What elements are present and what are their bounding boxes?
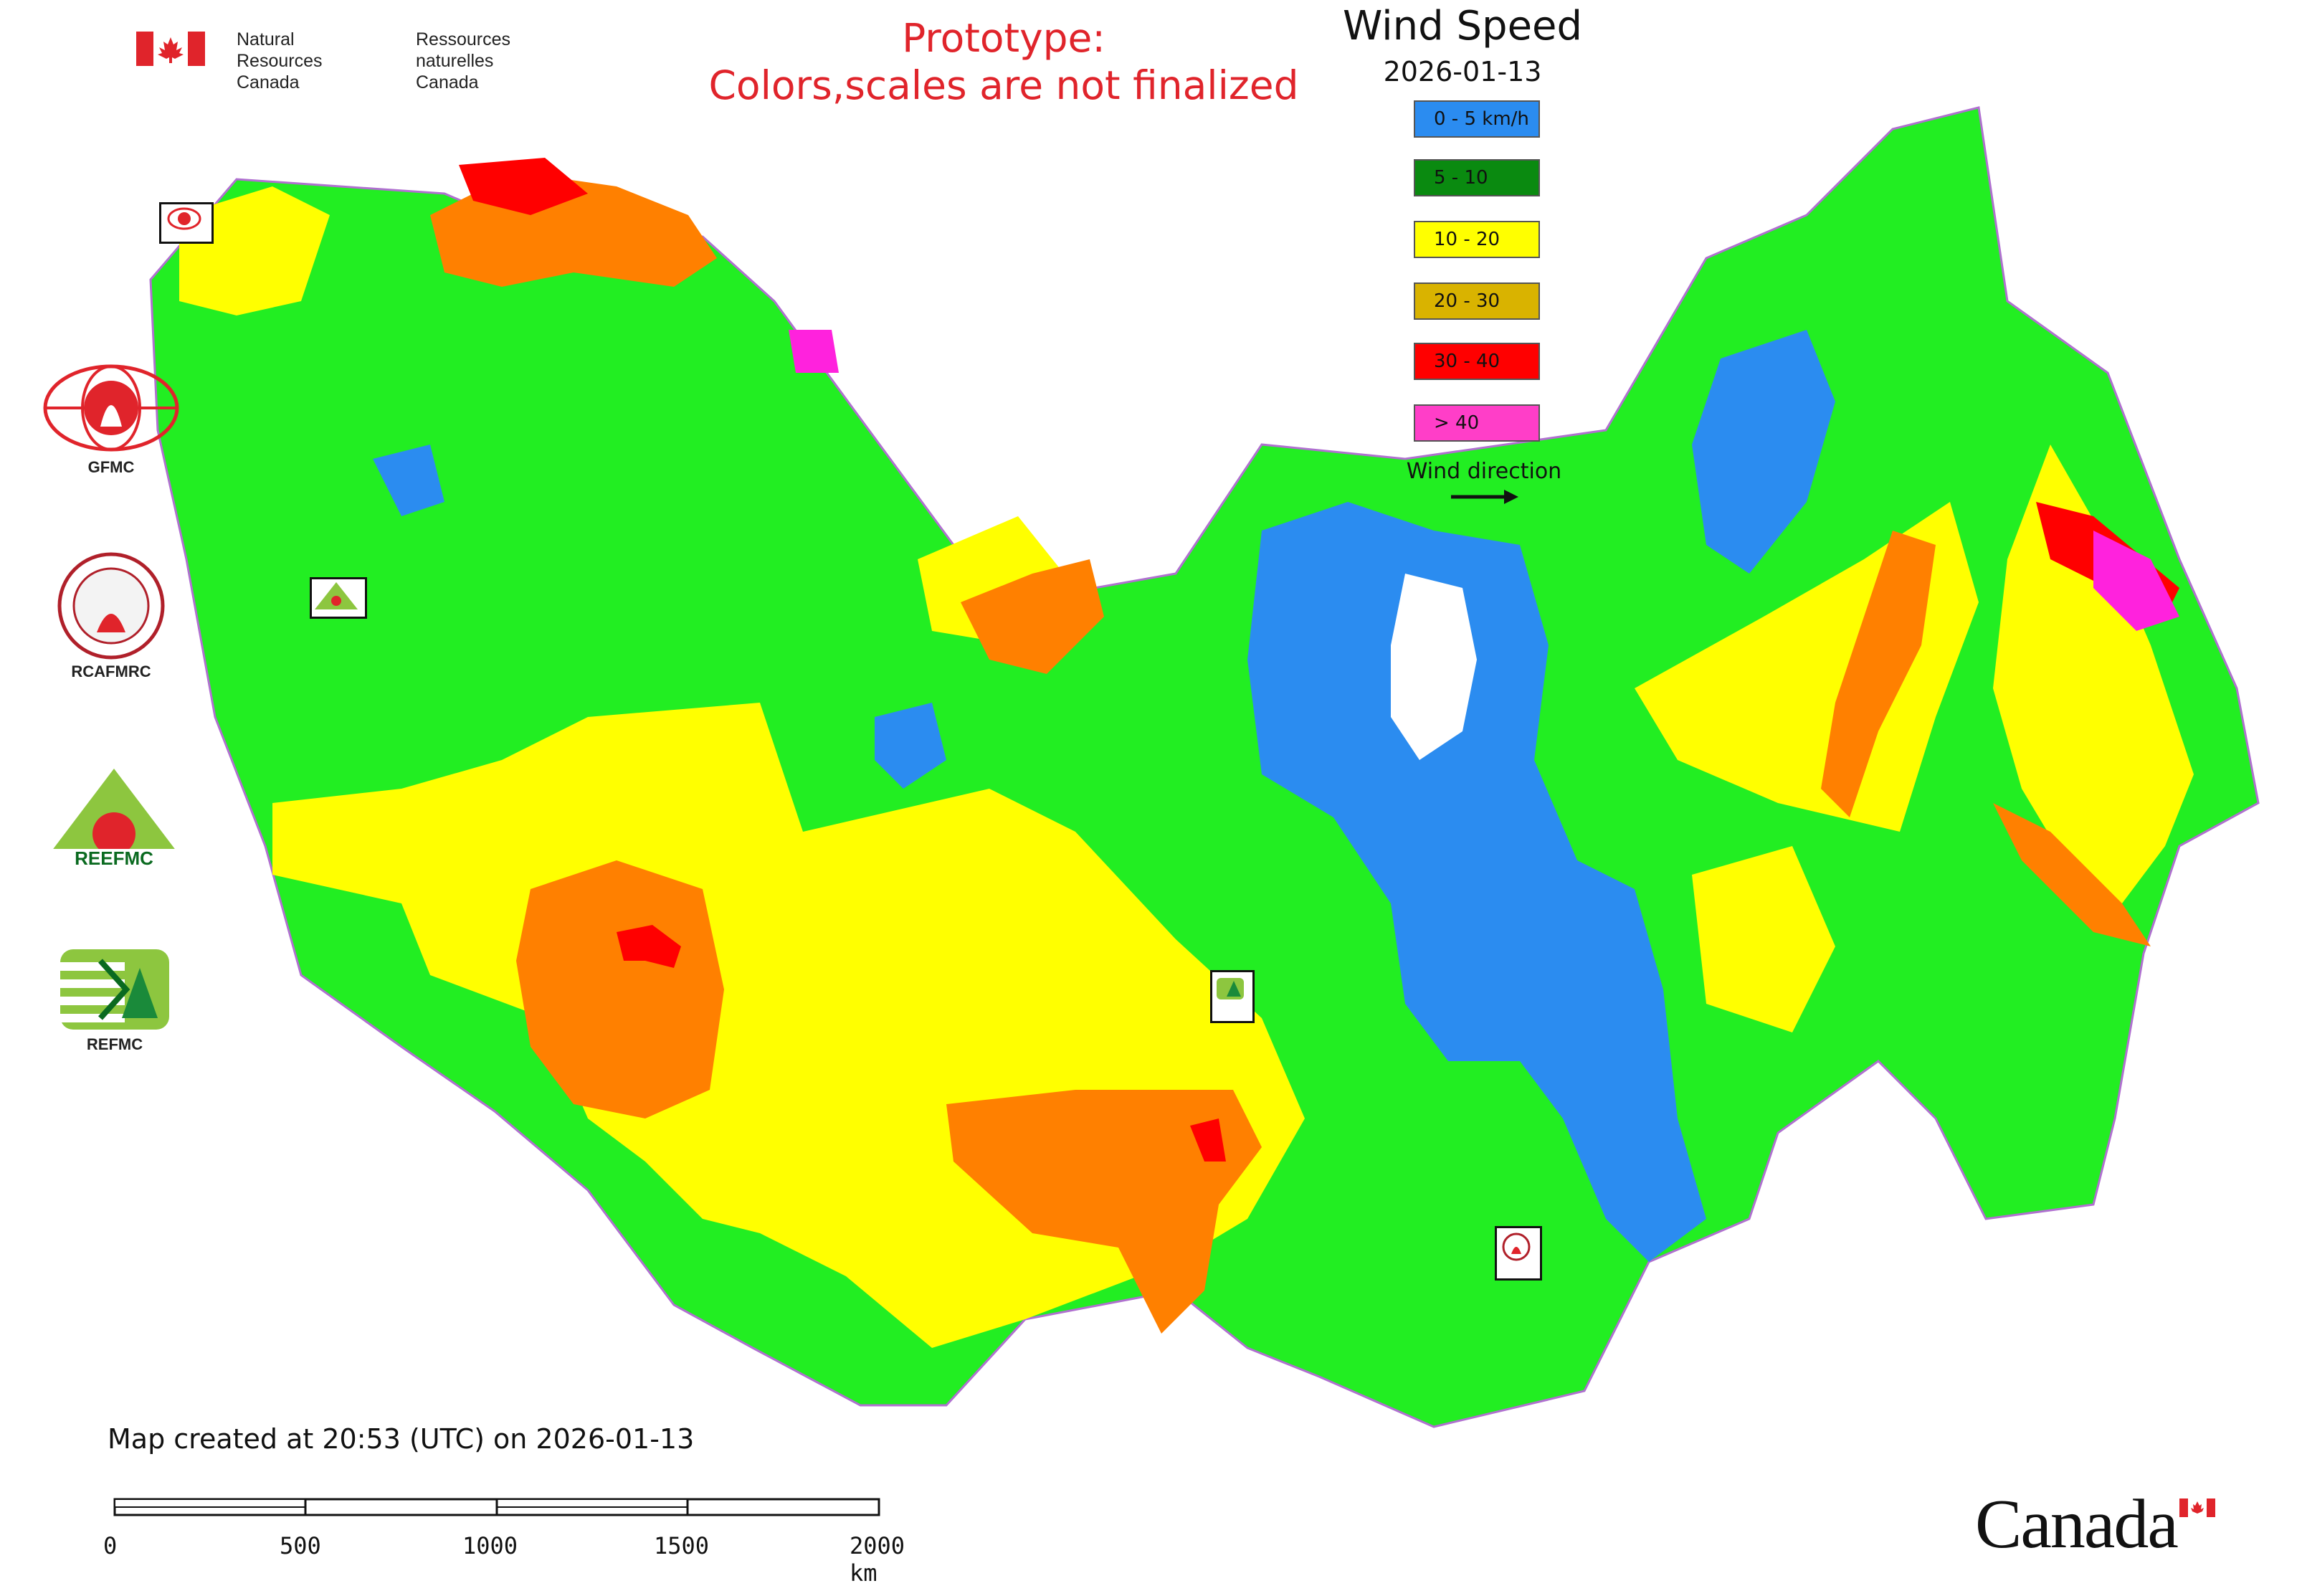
- refmc-label: REFMC: [86, 1035, 143, 1053]
- legend-item: > 40: [1414, 404, 1540, 442]
- scale-label-500: 500: [280, 1532, 321, 1559]
- zone-calm: [1247, 502, 1706, 1262]
- rcafmrc-logo: RCAFMRC: [47, 552, 176, 681]
- gfmc-label: GFMC: [87, 458, 135, 476]
- lake: [1391, 574, 1477, 760]
- zone-gale: [789, 330, 839, 373]
- legend-item: 5 - 10: [1414, 159, 1540, 196]
- rcafmrc-emblem-icon: [57, 552, 165, 660]
- gfmc-map-marker: [159, 202, 214, 244]
- zone-strong: [459, 158, 588, 215]
- nrcan-english-line1: Natural Resources: [237, 29, 323, 71]
- scale-label-2000: 2000 km: [850, 1532, 905, 1587]
- zone-calm: [373, 445, 444, 516]
- scale-label-1000: 1000: [462, 1532, 518, 1559]
- refmc-emblem-icon: [60, 949, 169, 1030]
- canada-flag-icon: [136, 32, 205, 66]
- gfmc-logo: GFMC: [43, 362, 179, 477]
- legend-title: Wind Speed: [1342, 3, 1583, 49]
- zone-calm: [875, 703, 946, 789]
- scale-bar: 0 500 1000 1500 2000 km: [103, 1495, 905, 1587]
- reefmc-emblem-icon: REEFMC: [40, 769, 188, 869]
- zone-moderate: [1692, 846, 1835, 1032]
- refmc-logo: REFMC: [57, 946, 186, 1054]
- zone-moderate: [179, 186, 330, 315]
- rcafmrc-label: RCAFMRC: [71, 662, 151, 680]
- legend-date: 2026-01-13: [1383, 56, 1542, 87]
- zone-moderate: [1993, 445, 2194, 903]
- nrcan-english: Natural Resources Canada: [237, 29, 323, 93]
- zone-fresh: [516, 860, 724, 1118]
- prototype-line1: Prototype:: [902, 15, 1105, 61]
- zone-fresh: [946, 1090, 1262, 1334]
- prototype-line2: Colors,scales are not finalized: [708, 62, 1299, 108]
- refmc-map-marker: [1210, 970, 1255, 1023]
- legend-item: 30 - 40: [1414, 343, 1540, 380]
- reefmc-map-marker: [310, 577, 367, 619]
- reefmc-marker-icon: [315, 582, 358, 609]
- legend-item: 10 - 20: [1414, 221, 1540, 258]
- zone-fresh: [961, 559, 1104, 674]
- zone-strong: [1190, 1118, 1226, 1162]
- prototype-notice: Prototype: Colors,scales are not finaliz…: [631, 14, 1376, 109]
- scale-label-0: 0: [103, 1532, 118, 1559]
- scale-bar-graphic: [113, 1498, 880, 1516]
- map-created-note: Map created at 20:53 (UTC) on 2026-01-13: [108, 1423, 695, 1455]
- legend-item: 0 - 5 km/h: [1414, 100, 1540, 138]
- gfmc-marker-icon: [167, 207, 201, 230]
- nrcan-french-line1: Ressources naturelles: [416, 29, 510, 71]
- nrcan-french: Ressources naturelles Canada: [416, 29, 510, 93]
- wordmark-flag-icon: [2179, 1498, 2215, 1517]
- legend-item: 20 - 30: [1414, 282, 1540, 320]
- wind-direction-arrow-icon: [1451, 490, 1518, 504]
- reefmc-logo: REEFMC: [37, 766, 191, 876]
- zone-strong: [617, 925, 681, 968]
- refmc-marker-icon: [1217, 978, 1244, 999]
- nrcan-french-line2: Canada: [416, 72, 479, 92]
- svg-text:REEFMC: REEFMC: [75, 847, 153, 869]
- wind-direction-label: Wind direction: [1406, 459, 1562, 484]
- rcafmrc-marker-icon: [1502, 1232, 1531, 1261]
- scale-label-1500: 1500: [654, 1532, 710, 1559]
- canada-wordmark-text: Canada: [1975, 1486, 2179, 1563]
- rcafmrc-map-marker: [1495, 1226, 1542, 1281]
- zone-calm: [1692, 330, 1835, 574]
- zone-fresh: [1993, 803, 2151, 946]
- nrcan-english-line2: Canada: [237, 72, 300, 92]
- zone-gale: [2093, 531, 2179, 631]
- canada-wordmark: Canada: [1975, 1484, 2179, 1564]
- zone-fresh: [1821, 531, 1936, 817]
- gfmc-emblem-icon: [43, 364, 179, 452]
